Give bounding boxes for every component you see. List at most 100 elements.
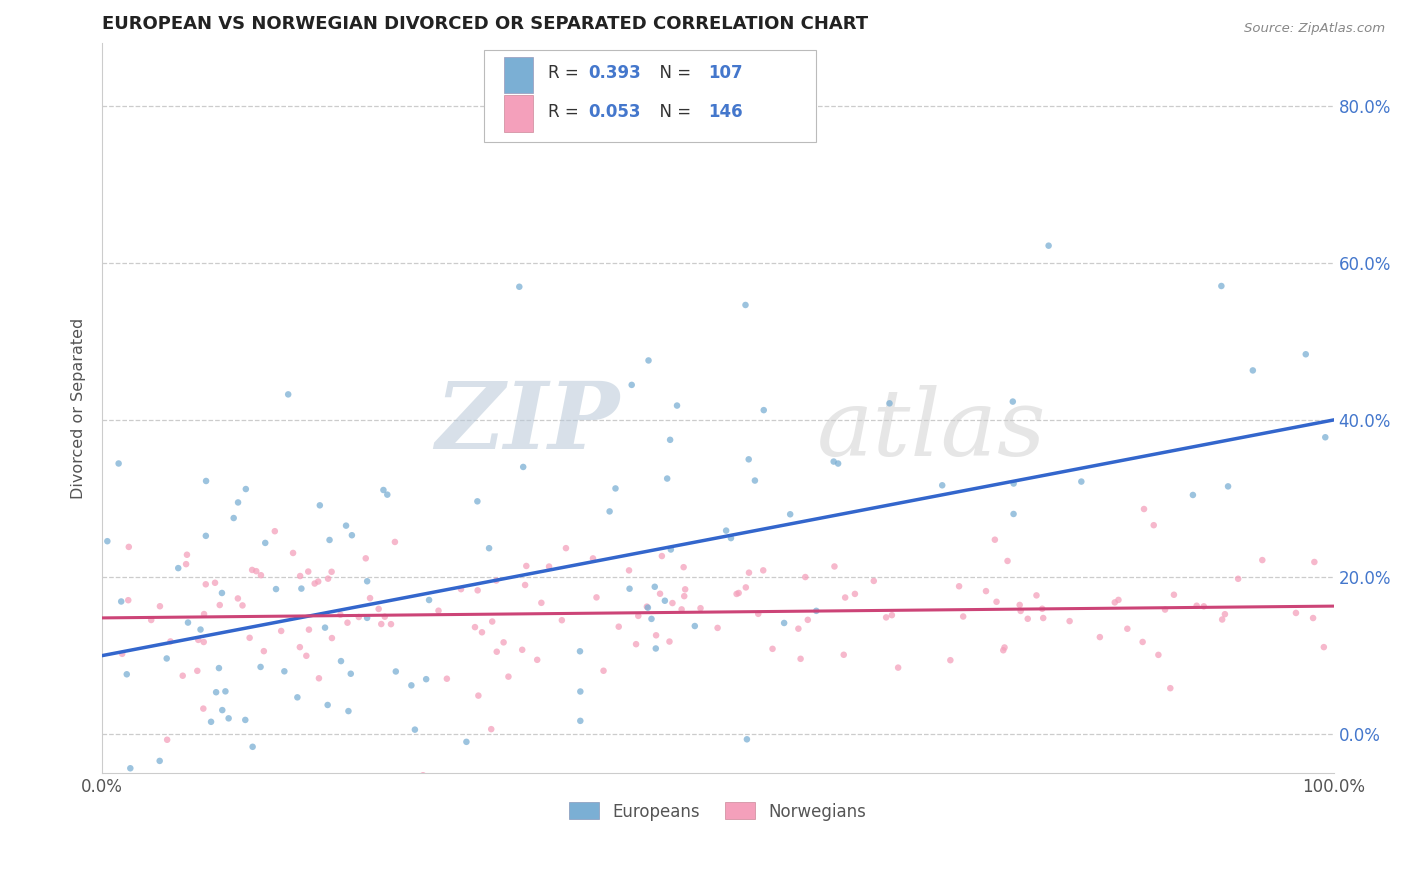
- Point: [190, 623, 212, 637]
- Point: [1216, 479, 1239, 493]
- Point: [1017, 612, 1039, 626]
- Point: [887, 660, 910, 674]
- Point: [569, 714, 592, 728]
- Point: [948, 579, 970, 593]
- Point: [200, 714, 222, 729]
- Point: [481, 615, 503, 629]
- Point: [1025, 588, 1047, 602]
- Point: [789, 652, 811, 666]
- Point: [193, 701, 215, 715]
- Point: [827, 457, 849, 471]
- Text: Source: ZipAtlas.com: Source: ZipAtlas.com: [1244, 22, 1385, 36]
- Point: [738, 452, 761, 467]
- Point: [939, 653, 962, 667]
- Point: [304, 576, 326, 591]
- Point: [187, 632, 209, 647]
- Point: [335, 518, 357, 533]
- Point: [226, 495, 249, 509]
- Point: [1010, 604, 1032, 618]
- Point: [404, 723, 426, 737]
- Point: [218, 711, 240, 725]
- Point: [671, 602, 693, 616]
- Point: [159, 634, 181, 648]
- Point: [605, 482, 627, 496]
- Point: [347, 610, 370, 624]
- Point: [485, 574, 508, 588]
- Point: [993, 643, 1015, 657]
- Point: [585, 591, 607, 605]
- Point: [744, 474, 766, 488]
- Point: [683, 619, 706, 633]
- Point: [1302, 611, 1324, 625]
- Text: R =: R =: [548, 103, 583, 121]
- Point: [706, 621, 728, 635]
- Point: [149, 770, 172, 784]
- Point: [654, 593, 676, 607]
- Point: [862, 574, 884, 588]
- Point: [1070, 475, 1092, 489]
- Point: [651, 549, 673, 563]
- Point: [880, 608, 903, 623]
- Point: [844, 587, 866, 601]
- Point: [330, 654, 353, 668]
- Point: [412, 768, 434, 782]
- Point: [592, 664, 614, 678]
- Point: [773, 615, 796, 630]
- Point: [450, 582, 472, 597]
- Point: [226, 591, 249, 606]
- Point: [513, 578, 536, 592]
- Point: [1147, 648, 1170, 662]
- Point: [607, 620, 630, 634]
- Point: [1313, 640, 1336, 654]
- Point: [1295, 347, 1317, 361]
- Point: [208, 598, 231, 612]
- Point: [530, 596, 553, 610]
- Point: [648, 587, 671, 601]
- Point: [297, 565, 319, 579]
- Point: [1132, 635, 1154, 649]
- Point: [287, 690, 309, 705]
- Point: [993, 640, 1015, 655]
- Point: [298, 623, 321, 637]
- Point: [734, 581, 756, 595]
- Point: [738, 566, 761, 580]
- Point: [714, 524, 737, 538]
- Point: [1159, 681, 1181, 696]
- Point: [245, 564, 267, 578]
- Point: [582, 551, 605, 566]
- Point: [1002, 476, 1025, 491]
- Point: [538, 559, 561, 574]
- Point: [1227, 572, 1250, 586]
- Point: [620, 377, 643, 392]
- Point: [373, 483, 395, 497]
- Point: [637, 600, 659, 615]
- Point: [195, 474, 218, 488]
- Point: [478, 541, 501, 556]
- Point: [823, 454, 845, 468]
- Point: [752, 403, 775, 417]
- Point: [149, 754, 172, 768]
- Point: [931, 478, 953, 492]
- Point: [111, 647, 134, 661]
- Point: [1154, 602, 1177, 616]
- Point: [316, 698, 339, 712]
- Point: [659, 433, 682, 447]
- Point: [235, 482, 257, 496]
- Point: [879, 396, 901, 410]
- Point: [242, 739, 264, 754]
- Point: [1059, 614, 1081, 628]
- Point: [666, 399, 689, 413]
- Point: [118, 540, 141, 554]
- Point: [167, 561, 190, 575]
- Point: [1008, 598, 1031, 612]
- Point: [120, 761, 142, 775]
- Point: [156, 732, 179, 747]
- Point: [479, 722, 502, 736]
- Point: [288, 640, 311, 654]
- Point: [202, 770, 225, 784]
- Point: [637, 353, 659, 368]
- Point: [354, 551, 377, 566]
- Point: [1001, 394, 1024, 409]
- Point: [485, 645, 508, 659]
- Point: [747, 607, 769, 621]
